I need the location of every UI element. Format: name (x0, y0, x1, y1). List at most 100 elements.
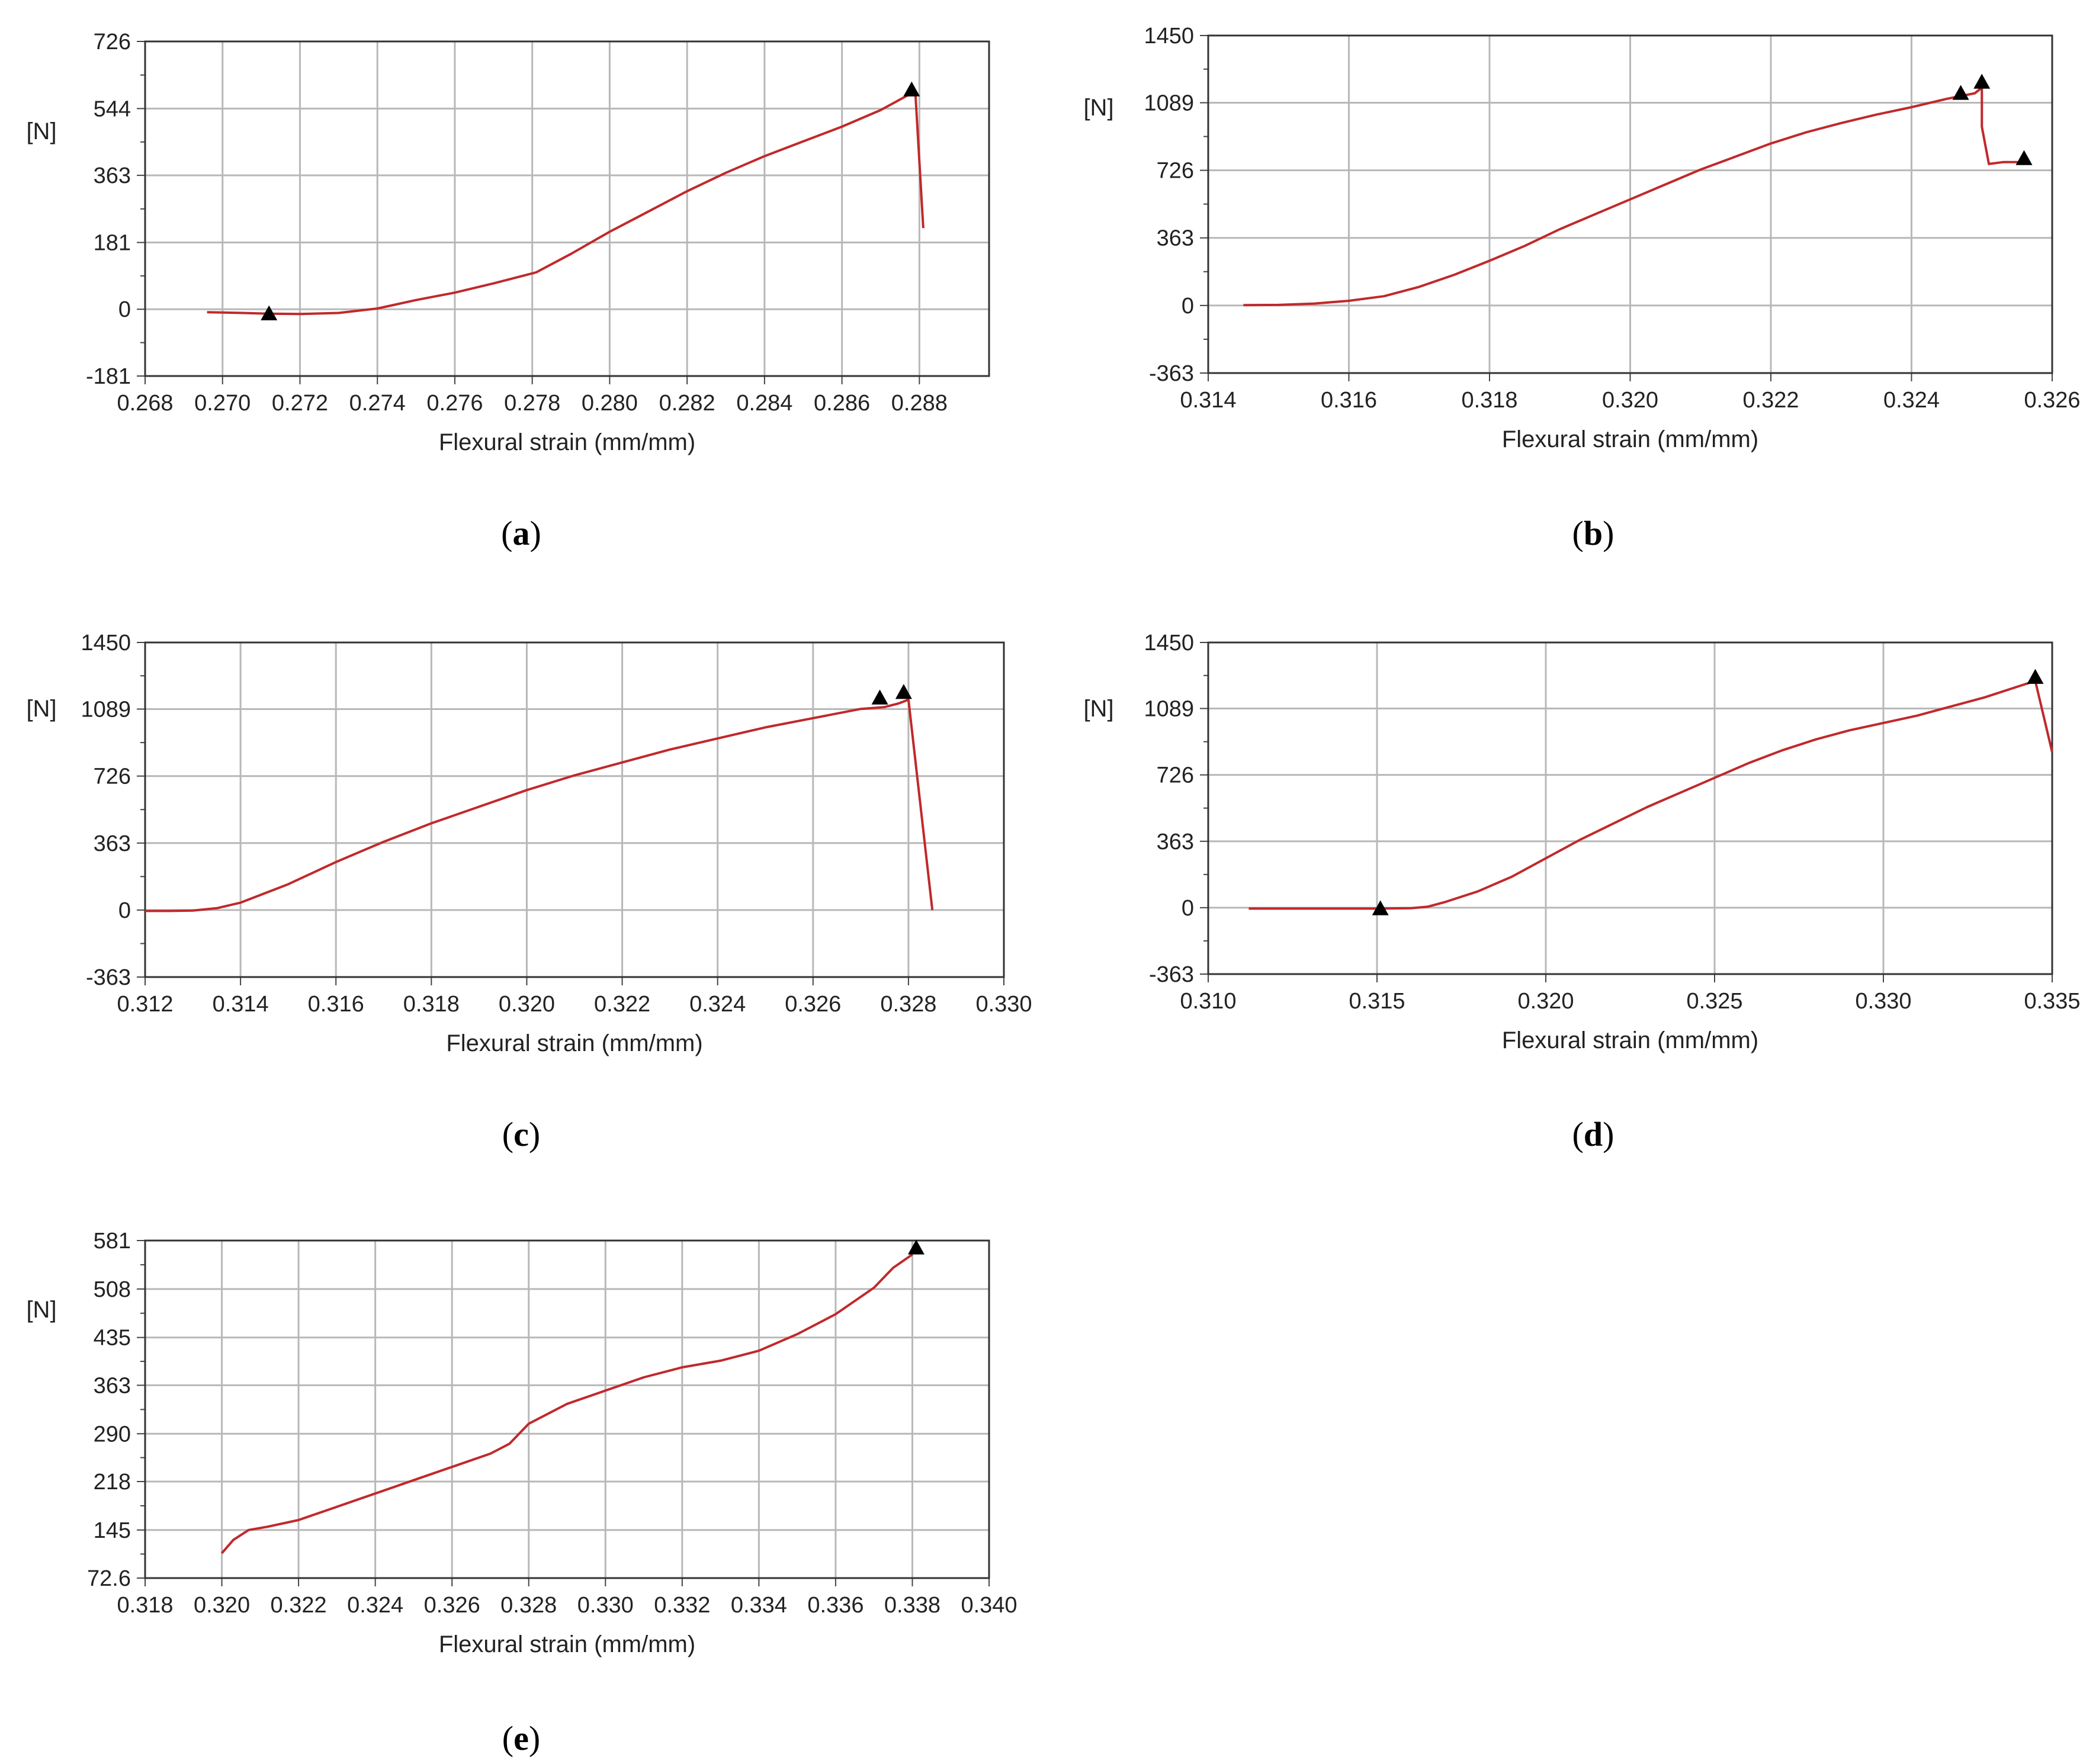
peak-marker (895, 684, 912, 699)
y-tick-label: 726 (1157, 763, 1194, 788)
peak-marker (903, 81, 920, 97)
y-tick-label: 0 (1182, 294, 1194, 319)
x-tick-label: 0.326 (424, 1593, 480, 1618)
x-axis-label: Flexural strain (mm/mm) (1502, 1027, 1758, 1053)
x-tick-label: 0.284 (736, 391, 792, 416)
y-tick-label: 363 (94, 163, 131, 188)
x-tick-label: 0.318 (1461, 388, 1517, 413)
x-tick-label: 0.310 (1180, 989, 1236, 1014)
x-tick-label: 0.316 (308, 992, 364, 1017)
x-tick-label: 0.326 (2024, 388, 2080, 413)
x-tick-label: 0.316 (1321, 388, 1377, 413)
panel-label-c: (c) (502, 1115, 540, 1153)
chart-panel-b: 0.314 0.316 0.318 0.320 0.322 0.324 0.326 -363 0… (1083, 24, 2080, 552)
x-axis-label: Flexural strain (mm/mm) (446, 1030, 702, 1056)
y-tick-label: 290 (94, 1422, 131, 1447)
x-axis-label: Flexural strain (mm/mm) (439, 1631, 695, 1657)
peak-marker (2027, 669, 2044, 684)
y-tick-label: 363 (1157, 226, 1194, 251)
x-tick-label: 0.315 (1349, 989, 1405, 1014)
y-tick-label: 218 (94, 1470, 131, 1495)
y-tick-label: 1089 (1144, 697, 1194, 722)
panel-label-b: (b) (1572, 514, 1614, 552)
x-tick-label: 0.272 (272, 391, 328, 416)
x-tick-label: 0.276 (426, 391, 483, 416)
y-tick-label: 181 (94, 230, 131, 255)
x-axis-label: Flexural strain (mm/mm) (439, 429, 695, 455)
y-tick-label: 726 (1157, 159, 1194, 184)
x-tick-label: 0.320 (499, 992, 555, 1017)
x-tick-label: 0.312 (117, 992, 173, 1017)
x-tick-label: 0.270 (194, 391, 251, 416)
x-tick-label: 0.338 (884, 1593, 941, 1618)
y-tick-label: 1450 (1144, 631, 1194, 656)
y-tick-label: -363 (1149, 361, 1194, 386)
y-tick-label: 0 (1182, 896, 1194, 921)
x-tick-label: 0.320 (1602, 388, 1658, 413)
plot-frame (1207, 34, 2053, 374)
y-tick-label: -363 (1149, 962, 1194, 987)
x-tick-label: 0.336 (807, 1593, 864, 1618)
peak-marker (2015, 150, 2033, 165)
y-tick-label: 72.6 (87, 1566, 131, 1591)
y-tick-label: 544 (94, 97, 131, 121)
x-tick-label: 0.282 (659, 391, 715, 416)
x-tick-label: 0.268 (117, 391, 173, 416)
peak-marker (1952, 85, 1969, 100)
series-line-e-0 (220, 1253, 913, 1554)
x-axis-label: Flexural strain (mm/mm) (1502, 426, 1758, 452)
chart-panel-e: 0.318 0.320 0.322 0.324 0.326 0.328 0.330 0.332… (26, 1229, 1017, 1757)
peak-marker (261, 305, 278, 320)
y-tick-label: 1450 (81, 631, 131, 656)
plot-frame (144, 40, 990, 377)
y-tick-label: 363 (1157, 830, 1194, 854)
y-axis-label: [N] (1083, 95, 1113, 121)
x-tick-label: 0.288 (891, 391, 948, 416)
x-tick-label: 0.324 (347, 1593, 403, 1618)
chart-panel-a: 0.268 0.270 0.272 0.274 0.276 0.278 0.280 0.282… (26, 30, 990, 552)
series-line-b-0 (1243, 86, 2025, 307)
x-tick-label: 0.334 (731, 1593, 787, 1618)
x-tick-label: 0.322 (1742, 388, 1799, 413)
x-tick-label: 0.330 (1855, 989, 1911, 1014)
y-tick-label: 0 (118, 898, 131, 923)
y-tick-label: 435 (94, 1326, 131, 1351)
x-tick-label: 0.340 (961, 1593, 1017, 1618)
x-tick-label: 0.314 (1180, 388, 1236, 413)
x-tick-label: 0.322 (271, 1593, 327, 1618)
x-tick-label: 0.322 (594, 992, 650, 1017)
plot-frame (144, 641, 1005, 978)
y-tick-label: 363 (94, 831, 131, 856)
x-tick-label: 0.335 (2024, 989, 2080, 1014)
x-tick-label: 0.274 (349, 391, 406, 416)
y-tick-label: 726 (94, 764, 131, 789)
x-tick-label: 0.320 (1517, 989, 1574, 1014)
x-tick-label: 0.280 (582, 391, 638, 416)
y-axis-label: [N] (26, 696, 56, 722)
y-tick-label: 145 (94, 1518, 131, 1543)
y-axis-label: [N] (1083, 696, 1113, 722)
panel-label-a: (a) (501, 514, 541, 552)
x-tick-label: 0.328 (500, 1593, 557, 1618)
series-line-d-0 (1248, 679, 2053, 910)
peak-marker (907, 1239, 925, 1255)
x-tick-label: 0.324 (1883, 388, 1940, 413)
x-tick-label: 0.325 (1686, 989, 1742, 1014)
y-tick-label: -181 (86, 364, 131, 389)
peak-marker (1973, 73, 1991, 89)
x-tick-label: 0.332 (654, 1593, 710, 1618)
series-line-a-0 (207, 94, 925, 316)
x-tick-label: 0.326 (785, 992, 841, 1017)
peak-marker (1372, 900, 1389, 915)
y-tick-label: 1450 (1144, 24, 1194, 49)
x-tick-label: 0.318 (403, 992, 460, 1017)
x-tick-label: 0.286 (814, 391, 870, 416)
y-tick-label: -363 (86, 965, 131, 990)
x-tick-label: 0.278 (504, 391, 560, 416)
series-line-c-0 (145, 698, 934, 912)
y-tick-label: 1089 (81, 698, 131, 722)
x-tick-label: 0.330 (975, 992, 1032, 1017)
x-tick-label: 0.314 (213, 992, 269, 1017)
y-tick-label: 726 (94, 30, 131, 54)
x-tick-label: 0.318 (117, 1593, 173, 1618)
